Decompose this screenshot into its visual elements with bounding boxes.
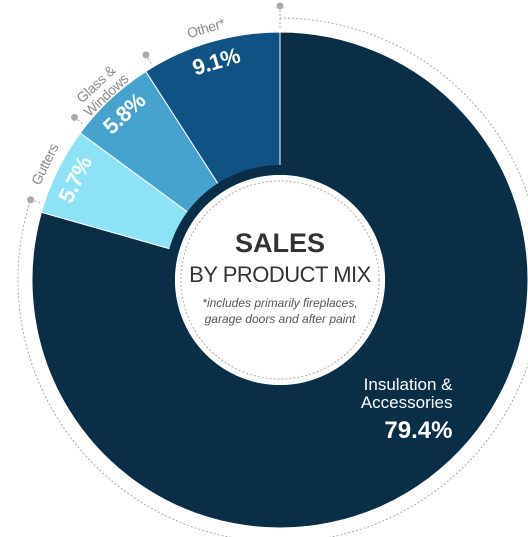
outer-dotted-arc (17, 17, 528, 537)
inner-dashed-ring (180, 180, 380, 380)
divider-dot (27, 196, 35, 204)
inner-hole (175, 175, 385, 385)
value-label: 79.4% (384, 416, 453, 444)
chart-note: *includes primarily fireplaces, garage d… (202, 296, 358, 326)
segment-label: Insulation & Accessories (360, 374, 453, 413)
divider-dot (276, 2, 284, 10)
divider-dot (142, 51, 150, 59)
chart-title: SALES (234, 228, 326, 258)
chart-subtitle: BY PRODUCT MIX (189, 262, 371, 287)
inner-rim (165, 165, 395, 395)
divider-dot (71, 113, 79, 121)
